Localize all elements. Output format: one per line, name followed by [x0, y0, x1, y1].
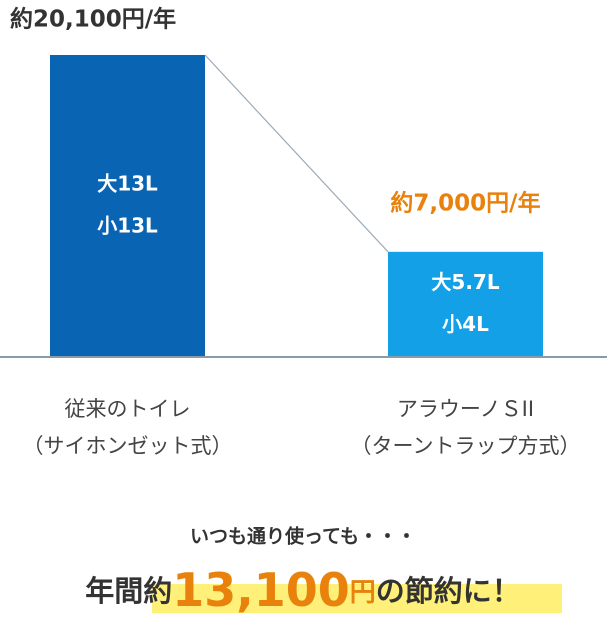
footer-amount: 13,100	[172, 563, 350, 617]
value-label: 約7,000円/年	[390, 189, 540, 216]
inner-label: 大13L	[97, 172, 158, 196]
value-label: 約20,100円/年	[10, 6, 176, 33]
inner-label: 大5.7L	[431, 270, 499, 294]
inner-label: 小13L	[97, 214, 158, 238]
highlight	[152, 584, 562, 613]
inner-label: 小4L	[442, 312, 489, 336]
x-tick-label: アラウーノＳII	[397, 397, 534, 421]
footer-suffix: の節約に！	[376, 574, 521, 608]
x-tick-label: 従来のトイレ	[65, 397, 191, 421]
x-tick-note: （ターントラップ方式）	[351, 434, 581, 458]
footer-note: いつも通り使っても・・・	[190, 526, 416, 548]
footer-main: 年間約13,100円の節約に！	[85, 563, 521, 617]
bar	[388, 251, 543, 357]
x-tick-note: （サイホンゼット式）	[23, 434, 233, 458]
connector	[204, 54, 389, 253]
bar	[50, 55, 205, 357]
footer-unit: 円	[350, 578, 376, 608]
footer-prefix: 年間約	[85, 574, 172, 608]
